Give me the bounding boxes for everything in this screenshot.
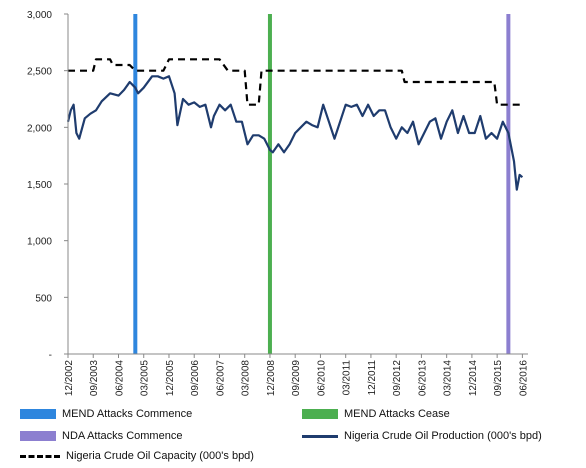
x-tick-label: 09/2006 bbox=[190, 360, 201, 397]
event-markers bbox=[133, 14, 511, 354]
x-tick-label: 09/2003 bbox=[89, 360, 100, 397]
x-tick-label: 09/2015 bbox=[493, 360, 504, 397]
legend-line-dashed bbox=[20, 454, 60, 458]
chart-canvas: 3,000 2,500 2,000 1,500 1,000 500 - 12/2002 09/… bbox=[27, 10, 529, 396]
y-tick-label: 500 bbox=[35, 293, 52, 304]
x-tick-label: 03/2011 bbox=[342, 360, 353, 396]
legend-swatch bbox=[20, 431, 56, 441]
y-tick-label: 1,500 bbox=[27, 180, 52, 191]
series-lines bbox=[66, 58, 524, 191]
x-tick-label: 03/2008 bbox=[241, 360, 252, 397]
y-axis-ticks: 3,000 2,500 2,000 1,500 1,000 500 - bbox=[27, 10, 68, 361]
x-tick-label: 03/2005 bbox=[140, 360, 151, 397]
legend-item-event-2: MEND Attacks Cease bbox=[302, 408, 450, 420]
legend-swatch bbox=[302, 409, 338, 419]
x-tick-label: 09/2009 bbox=[291, 360, 302, 397]
legend: MEND Attacks Commence MEND Attacks Cease… bbox=[0, 404, 586, 468]
legend-item-capacity: Nigeria Crude Oil Capacity (000's bpd) bbox=[20, 450, 254, 462]
legend-label: MEND Attacks Cease bbox=[344, 408, 450, 420]
legend-line-solid bbox=[302, 434, 338, 438]
x-tick-label: 06/2013 bbox=[417, 360, 428, 397]
x-tick-label: 06/2010 bbox=[316, 360, 327, 397]
x-tick-label: 12/2014 bbox=[468, 360, 479, 397]
y-tick-label: 3,000 bbox=[27, 10, 52, 21]
legend-label: NDA Attacks Commence bbox=[62, 430, 183, 442]
x-tick-label: 12/2005 bbox=[165, 360, 176, 397]
legend-label: MEND Attacks Commence bbox=[62, 408, 193, 420]
y-tick-label: - bbox=[49, 350, 52, 361]
y-tick-label: 1,000 bbox=[27, 237, 52, 248]
y-tick-label: 2,000 bbox=[27, 123, 52, 134]
x-tick-label: 06/2004 bbox=[114, 360, 125, 397]
x-tick-label: 12/2002 bbox=[64, 360, 75, 397]
x-tick-label: 09/2012 bbox=[392, 360, 403, 397]
legend-item-event-1: MEND Attacks Commence bbox=[20, 408, 192, 420]
y-tick-label: 2,500 bbox=[27, 67, 52, 78]
legend-label: Nigeria Crude Oil Capacity (000's bpd) bbox=[66, 450, 254, 462]
legend-item-production: Nigeria Crude Oil Production (000's bpd) bbox=[302, 430, 542, 442]
legend-swatch bbox=[20, 409, 56, 419]
x-tick-label: 06/2016 bbox=[518, 360, 529, 397]
capacity-line bbox=[68, 58, 523, 106]
x-tick-label: 03/2014 bbox=[443, 360, 454, 397]
x-tick-label: 06/2007 bbox=[215, 360, 226, 397]
production-line bbox=[66, 75, 524, 191]
x-axis-ticks: 12/2002 09/2003 06/2004 03/2005 12/2005 09/20… bbox=[64, 354, 529, 396]
x-tick-label: 12/2011 bbox=[367, 360, 378, 396]
legend-item-event-3: NDA Attacks Commence bbox=[20, 430, 182, 442]
legend-label: Nigeria Crude Oil Production (000's bpd) bbox=[344, 430, 542, 442]
x-tick-label: 12/2008 bbox=[266, 360, 277, 397]
